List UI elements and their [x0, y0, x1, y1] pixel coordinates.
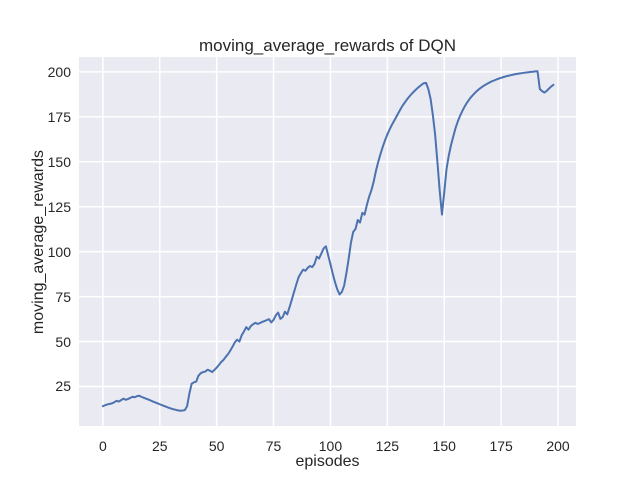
- y-tick-label: 75: [55, 288, 71, 305]
- x-tick-label: 25: [151, 438, 168, 454]
- plot-area: [79, 57, 576, 426]
- x-tick-label: 50: [208, 438, 225, 454]
- y-tick-label: 175: [47, 108, 71, 125]
- x-tick-label: 0: [98, 438, 107, 454]
- chart-title: moving_average_rewards of DQN: [198, 36, 456, 55]
- y-tick-label: 50: [55, 333, 71, 350]
- line-chart-canvas: [79, 57, 576, 426]
- y-tick-label: 100: [47, 243, 71, 260]
- x-tick-label: 100: [318, 438, 343, 454]
- x-axis-label: episodes: [295, 453, 360, 470]
- reward-line: [101, 70, 555, 412]
- axes-background: [79, 57, 576, 426]
- x-tick-label: 125: [375, 438, 400, 454]
- y-tick-label: 200: [47, 63, 71, 80]
- x-tick-label: 75: [265, 438, 282, 454]
- y-tick-label: 25: [55, 378, 71, 395]
- x-tick-label: 175: [489, 438, 513, 454]
- y-tick-label: 150: [47, 153, 71, 170]
- x-tick-label: 200: [546, 438, 570, 454]
- y-tick-label: 125: [47, 198, 71, 215]
- x-tick-label: 150: [432, 438, 456, 454]
